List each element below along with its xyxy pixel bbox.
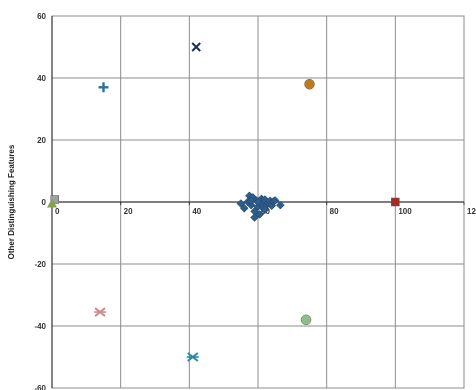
- series-6-point-0: [391, 197, 400, 207]
- series-5-point-0: [47, 198, 57, 208]
- x-tick-label-1: 20: [124, 207, 133, 216]
- gridlines: [51, 15, 465, 389]
- series-0-point-23: [260, 205, 270, 215]
- x-tick-label-6: 120: [467, 207, 476, 216]
- series-1-point-0: [98, 82, 109, 93]
- series-9-point-0: [186, 352, 199, 362]
- series-3-point-0: [304, 78, 315, 90]
- series-0-point-19: [275, 200, 285, 210]
- y-tick-label-6: 60: [37, 12, 46, 21]
- x-tick-label-0: 0: [55, 207, 60, 216]
- series-0-point-21: [246, 196, 256, 206]
- y-tick-label-3: 0: [42, 198, 47, 207]
- y-tick-label-2: -20: [34, 260, 46, 269]
- y-axis-title: Other Distinguishing Features: [7, 144, 16, 259]
- series-2-point-0: [191, 42, 201, 52]
- y-tick-label-0: -60: [34, 384, 46, 390]
- series-0-point-22: [253, 197, 263, 207]
- series-0-point-18: [270, 196, 280, 205]
- series-2-point-0-b: [191, 42, 201, 52]
- y-tick-label-5: 40: [37, 74, 46, 83]
- data-markers: [47, 42, 400, 362]
- y-tick-label-1: -40: [34, 322, 46, 331]
- series-0-point-20: [236, 199, 246, 208]
- series-0-point-24: [250, 213, 259, 222]
- x-tick-label-2: 40: [192, 207, 201, 216]
- y-tick-label-4: 20: [37, 136, 46, 145]
- x-tick-label-5: 100: [398, 207, 412, 216]
- x-tick-label-4: 80: [330, 207, 339, 216]
- series-7-point-0: [94, 307, 107, 317]
- series-8-point-0: [300, 314, 312, 326]
